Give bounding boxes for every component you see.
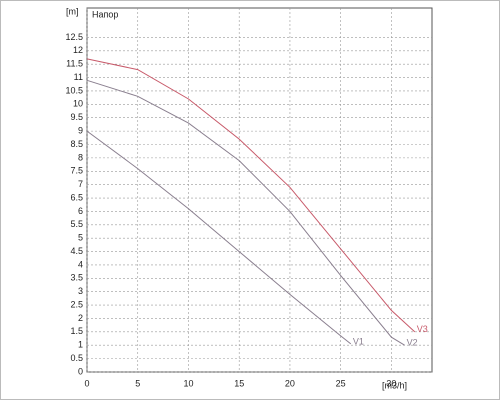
y-tick-label: 12.5 <box>65 32 83 42</box>
y-tick-label: 2 <box>78 313 83 323</box>
y-tick-label: 4 <box>78 259 83 269</box>
y-tick-label: 1 <box>78 340 83 350</box>
x-tick-label: 15 <box>234 378 244 388</box>
y-tick-label: 1.5 <box>70 326 83 336</box>
y-tick-label: 12 <box>73 45 83 55</box>
x-tick-label: 25 <box>336 378 346 388</box>
curve <box>86 130 352 345</box>
series-label: V2 <box>407 338 418 348</box>
y-tick-label: 10 <box>73 99 83 109</box>
x-tick-label: 10 <box>183 378 193 388</box>
y-tick-label: 6.5 <box>70 192 83 202</box>
y-tick-label: 9 <box>78 125 83 135</box>
y-tick-label: 0 <box>78 366 83 376</box>
y-tick-label: 10.5 <box>65 85 83 95</box>
y-tick-label: 3.5 <box>70 273 83 283</box>
y-tick-label: 8 <box>78 152 83 162</box>
x-tick-label: 0 <box>84 378 89 388</box>
x-tick-label: 20 <box>285 378 295 388</box>
plot-area <box>86 7 433 373</box>
y-tick-label: 2.5 <box>70 299 83 309</box>
y-tick-label: 4.5 <box>70 246 83 256</box>
curve <box>86 58 416 333</box>
curve <box>86 79 405 346</box>
y-axis-label: [m] <box>66 6 79 16</box>
y-tick-label: 11.5 <box>66 59 83 69</box>
y-tick-label: 0.5 <box>70 353 83 363</box>
x-tick-label: 5 <box>135 378 140 388</box>
chart-title: Напор <box>92 9 118 19</box>
y-tick-label: 7 <box>78 179 83 189</box>
series-label: V1 <box>353 336 364 346</box>
y-tick-label: 5.5 <box>70 219 83 229</box>
x-axis-label: [m3/h] <box>382 380 407 390</box>
y-tick-label: 8.5 <box>70 139 83 149</box>
y-tick-label: 3 <box>78 286 83 296</box>
y-tick-label: 9.5 <box>70 112 83 122</box>
y-tick-label: 6 <box>78 206 83 216</box>
series-label: V3 <box>417 324 428 334</box>
y-tick-label: 7.5 <box>70 166 83 176</box>
x-tick-label: 30 <box>386 378 396 388</box>
y-tick-label: 5 <box>78 233 83 243</box>
y-tick-label: 11 <box>74 72 83 82</box>
